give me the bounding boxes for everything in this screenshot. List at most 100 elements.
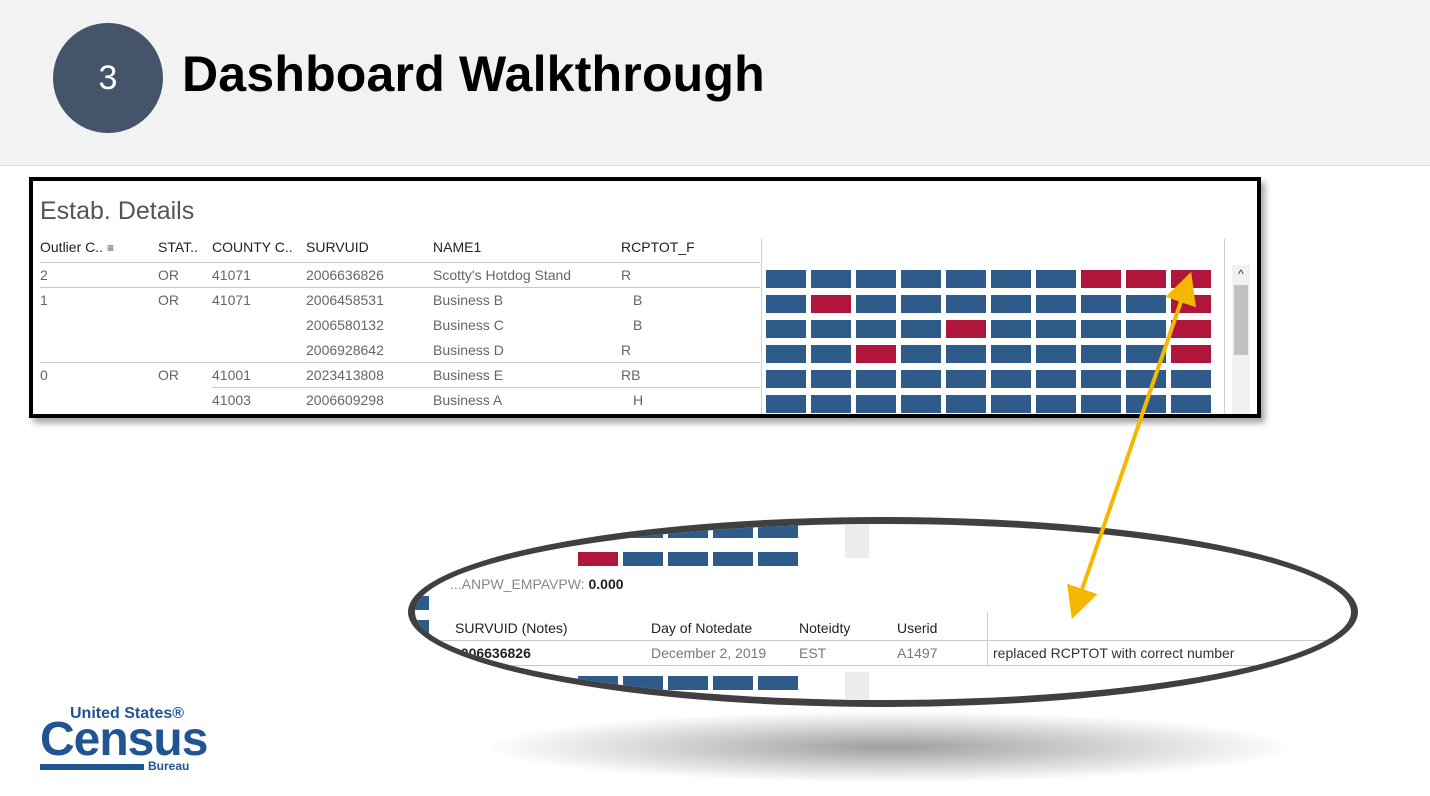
tile-normal[interactable] [811,370,851,388]
tile-normal[interactable] [1036,395,1076,413]
note-date: December 2, 2019 [651,645,767,661]
header-divider [40,262,760,263]
cell-rcptot-f: H [633,392,644,408]
tile-flagged[interactable] [1171,270,1211,288]
tile-normal[interactable] [946,270,986,288]
scroll-up-icon[interactable]: ^ [1238,267,1244,281]
census-bureau-logo: United States® Census Bureau [40,703,210,779]
cell-name[interactable]: Business A [433,392,503,408]
tile-normal [758,524,798,538]
tile-normal[interactable] [856,270,896,288]
tile-normal[interactable] [811,395,851,413]
tile-normal[interactable] [1081,345,1121,363]
tile-normal[interactable] [946,345,986,363]
tile-normal[interactable] [1036,370,1076,388]
cell-survuid[interactable]: 2006609298 [306,392,384,408]
tile-normal[interactable] [1081,370,1121,388]
tile-flagged[interactable] [856,345,896,363]
tile-normal[interactable] [1126,295,1166,313]
tile-normal[interactable] [991,295,1031,313]
tile-normal[interactable] [991,270,1031,288]
tile-normal[interactable] [856,395,896,413]
notes-header-date[interactable]: Day of Notedate [651,620,753,636]
column-header-outlier[interactable]: Outlier C.. ≡ [40,239,115,255]
tile-normal[interactable] [1036,345,1076,363]
tile-normal[interactable] [766,270,806,288]
tile-normal[interactable] [901,295,941,313]
tile-normal[interactable] [1081,295,1121,313]
tile-normal [415,596,429,610]
zoom-shadow [490,712,1290,782]
cell-outlier: 2 [40,267,48,283]
cell-survuid[interactable]: 2023413808 [306,367,384,383]
notes-header-noteidty[interactable]: Noteidty [799,620,851,636]
cell-survuid[interactable]: 2006580132 [306,317,384,333]
column-header-rcptot-f[interactable]: RCPTOT_F [621,239,695,255]
column-header-state[interactable]: STAT.. [158,239,198,255]
tile-normal[interactable] [1081,395,1121,413]
notes-header-userid[interactable]: Userid [897,620,938,636]
tile-normal[interactable] [901,345,941,363]
tile-normal[interactable] [901,370,941,388]
column-header-survuid[interactable]: SURVUID [306,239,369,255]
tile-flagged[interactable] [946,320,986,338]
tile-normal[interactable] [991,395,1031,413]
tile-normal[interactable] [1126,370,1166,388]
tile-normal[interactable] [1171,370,1211,388]
cell-county: 41071 [212,292,251,308]
note-survuid[interactable]: 2006636826 [453,645,531,661]
tile-normal[interactable] [901,395,941,413]
tile-flagged[interactable] [1171,345,1211,363]
cell-name[interactable]: Business C [433,317,504,333]
tile-normal[interactable] [1036,270,1076,288]
tile-flagged[interactable] [1171,320,1211,338]
tile-flagged[interactable] [1081,270,1121,288]
cell-survuid[interactable]: 2006636826 [306,267,384,283]
cell-state: OR [158,367,179,383]
cell-name[interactable]: Business D [433,342,504,358]
cell-name[interactable]: Business E [433,367,504,383]
cell-survuid[interactable]: 2006458531 [306,292,384,308]
tile-normal[interactable] [856,370,896,388]
tile-normal[interactable] [766,395,806,413]
tile-flagged[interactable] [1171,295,1211,313]
sort-descending-icon[interactable]: ≡ [107,241,115,255]
tile-normal[interactable] [901,270,941,288]
tile-normal[interactable] [856,320,896,338]
scrollbar-thumb[interactable] [1234,285,1248,355]
tile-normal[interactable] [1126,395,1166,413]
tile-normal[interactable] [766,295,806,313]
tile-normal[interactable] [811,345,851,363]
tile-normal[interactable] [766,345,806,363]
column-header-name1[interactable]: NAME1 [433,239,482,255]
tile-normal[interactable] [1081,320,1121,338]
tile-normal[interactable] [1036,320,1076,338]
tile-normal[interactable] [901,320,941,338]
tile-normal [668,552,708,566]
tile-normal[interactable] [766,370,806,388]
tile-normal[interactable] [1126,345,1166,363]
tile-normal[interactable] [811,270,851,288]
notes-header-survuid[interactable]: SURVUID (Notes) [455,620,568,636]
tile-normal[interactable] [1126,320,1166,338]
column-header-county[interactable]: COUNTY C.. [212,239,293,255]
tile-normal[interactable] [946,370,986,388]
tile-normal[interactable] [1036,295,1076,313]
tile-normal[interactable] [991,320,1031,338]
tile-normal[interactable] [1171,395,1211,413]
cell-name[interactable]: Scotty's Hotdog Stand [433,267,572,283]
tile-normal[interactable] [946,295,986,313]
cell-survuid[interactable]: 2006928642 [306,342,384,358]
cell-rcptot-f: RB [621,367,641,383]
tile-normal[interactable] [991,345,1031,363]
tile-normal[interactable] [856,295,896,313]
cell-outlier: 1 [40,292,48,308]
tile-normal[interactable] [946,395,986,413]
note-userid: A1497 [897,645,938,661]
tile-flagged[interactable] [1126,270,1166,288]
tile-flagged[interactable] [811,295,851,313]
tile-normal[interactable] [766,320,806,338]
cell-name[interactable]: Business B [433,292,504,308]
tile-normal[interactable] [991,370,1031,388]
tile-normal[interactable] [811,320,851,338]
